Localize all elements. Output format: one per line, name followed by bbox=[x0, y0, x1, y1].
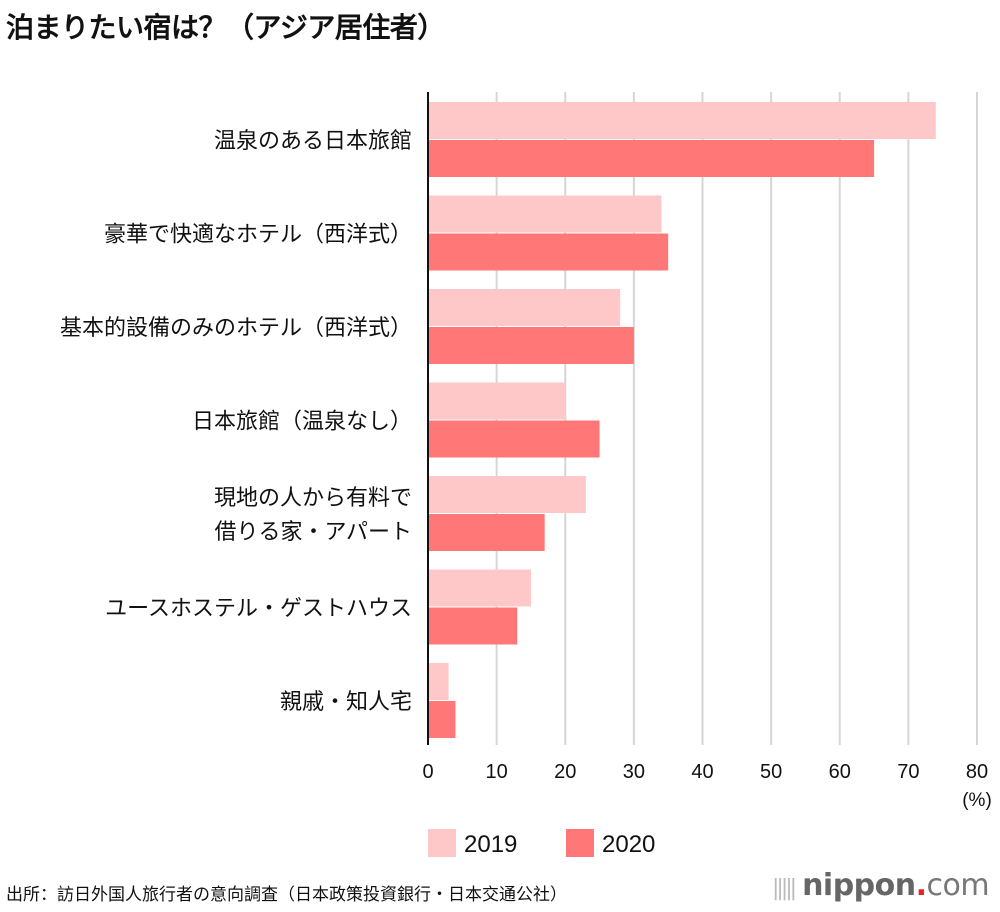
x-tick-label: 20 bbox=[554, 761, 576, 783]
bar-2019 bbox=[428, 663, 449, 700]
category-label: 借りる家・アパート bbox=[214, 520, 412, 545]
category-label: 基本的設備のみのホテル（西洋式） bbox=[60, 316, 412, 341]
nippon-logo: ||||| nippon.com bbox=[772, 868, 990, 903]
legend-label: 2020 bbox=[602, 831, 655, 858]
x-tick-label: 70 bbox=[897, 761, 919, 783]
x-tick-label: 50 bbox=[760, 761, 782, 783]
category-label: 温泉のある日本旅館 bbox=[214, 129, 412, 154]
x-tick-label: 80 bbox=[966, 761, 988, 783]
bar-2020 bbox=[428, 233, 669, 271]
x-tick-label: 10 bbox=[486, 761, 508, 783]
category-label: 現地の人から有料で bbox=[214, 486, 412, 511]
bar-2020 bbox=[428, 327, 634, 364]
bar-2020 bbox=[428, 514, 545, 551]
bar-2019 bbox=[428, 195, 662, 233]
category-label: 豪華で快適なホテル（西洋式） bbox=[104, 223, 412, 248]
bar-2019 bbox=[428, 289, 621, 326]
bar-2019 bbox=[428, 569, 531, 607]
bar-2020 bbox=[428, 701, 456, 738]
bar-2020 bbox=[428, 420, 600, 458]
x-tick-label: 0 bbox=[422, 761, 433, 783]
logo-bars-icon: ||||| bbox=[772, 876, 797, 901]
bar-2019 bbox=[428, 102, 936, 139]
bar-2020 bbox=[428, 607, 518, 645]
chart-title: 泊まりたい宿は？（アジア居住者） bbox=[6, 11, 445, 44]
x-axis-unit: (%) bbox=[962, 790, 992, 811]
x-tick-label: 40 bbox=[691, 761, 713, 783]
legend-label: 2019 bbox=[464, 831, 517, 858]
source-note: 出所：訪日外国人旅行者の意向調査（日本政策投資銀行・日本交通公社） bbox=[6, 885, 567, 905]
category-label: 日本旅館（温泉なし） bbox=[192, 410, 412, 435]
bar-2019 bbox=[428, 476, 586, 513]
x-tick-label: 60 bbox=[829, 761, 851, 783]
legend-swatch-2019 bbox=[428, 829, 456, 857]
legend-swatch-2020 bbox=[566, 829, 594, 857]
bar-2019 bbox=[428, 382, 566, 420]
category-label: 親戚・知人宅 bbox=[280, 690, 412, 715]
category-label: ユースホステル・ゲストハウス bbox=[105, 597, 412, 622]
bar-2020 bbox=[428, 140, 875, 177]
x-tick-label: 30 bbox=[623, 761, 645, 783]
